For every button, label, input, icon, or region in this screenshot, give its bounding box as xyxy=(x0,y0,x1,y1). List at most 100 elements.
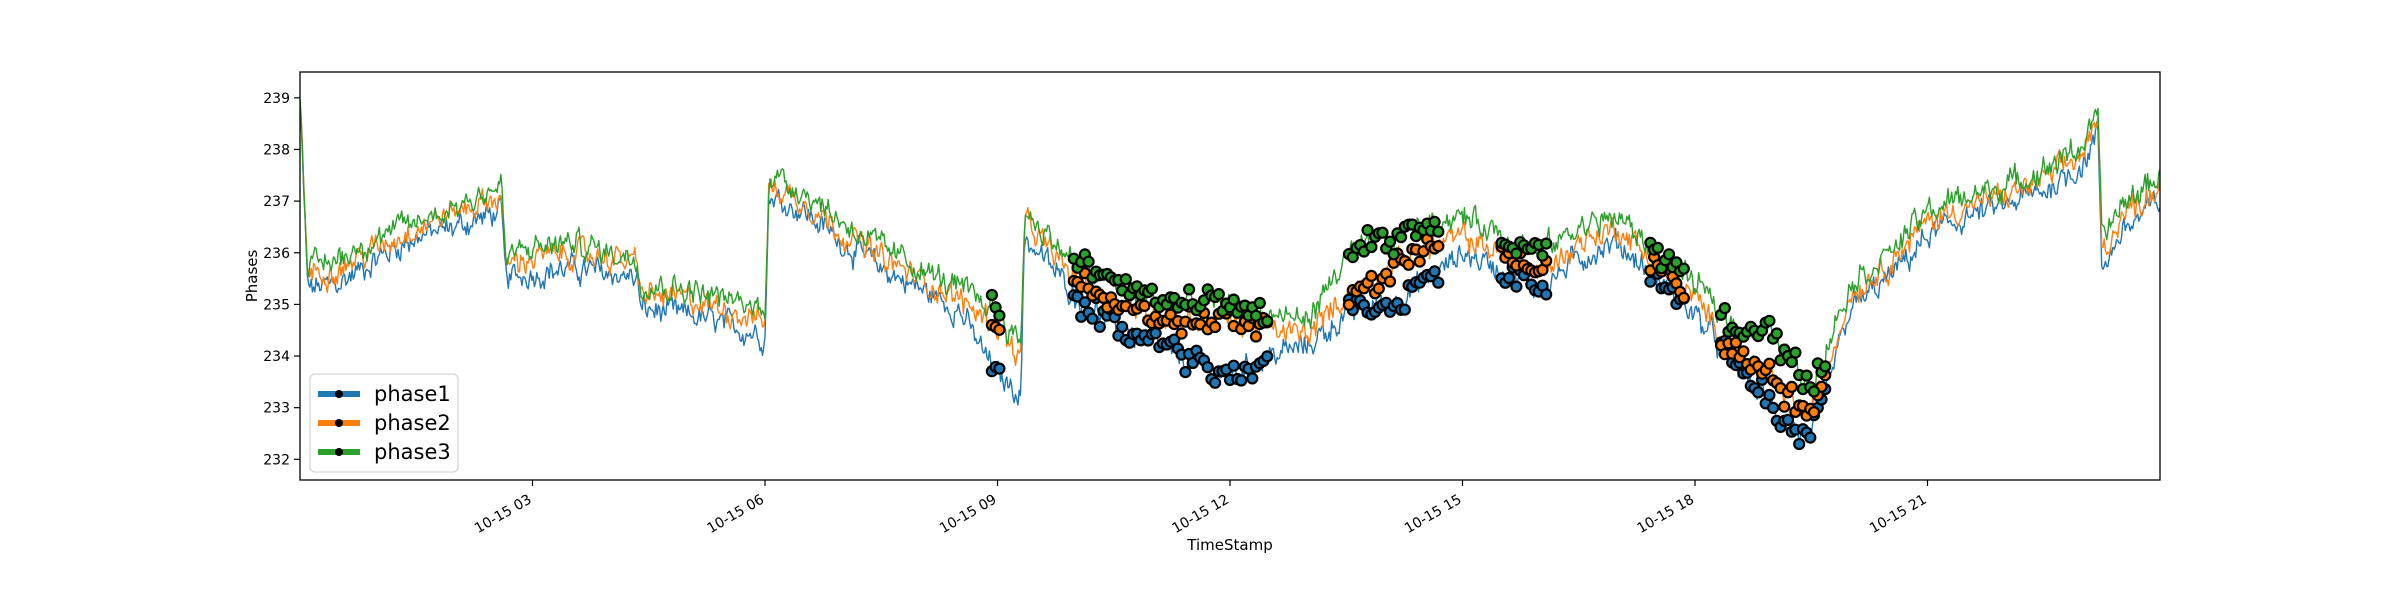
marker-point xyxy=(1249,309,1263,322)
marker-point xyxy=(985,288,999,302)
marker-point xyxy=(1361,224,1374,237)
marker-point xyxy=(1365,240,1378,254)
y-tick-label: 232 xyxy=(263,452,290,468)
marker-point xyxy=(1175,327,1188,340)
marker-point xyxy=(1737,345,1750,358)
marker-point xyxy=(1082,255,1095,268)
legend: phase1 phase2 phase3 xyxy=(309,373,459,473)
marker-point xyxy=(1383,235,1397,248)
marker-point xyxy=(1428,265,1441,278)
marker-point xyxy=(1770,327,1783,340)
legend-marker-phase3 xyxy=(335,448,343,456)
marker-point xyxy=(1246,372,1259,385)
marker-point xyxy=(1766,401,1780,414)
marker-point xyxy=(1432,240,1445,253)
marker-point xyxy=(1078,296,1092,309)
marker-point xyxy=(1502,271,1516,285)
marker-point xyxy=(1387,248,1400,261)
series-markers-phase3 xyxy=(985,215,1832,398)
legend-label-phase3: phase3 xyxy=(374,440,451,464)
marker-point xyxy=(1212,288,1225,301)
y-tick-label: 239 xyxy=(263,91,290,107)
y-tick-label: 233 xyxy=(263,401,290,417)
marker-point xyxy=(993,362,1006,375)
marker-point xyxy=(1093,320,1106,333)
marker-point xyxy=(1718,302,1731,315)
marker-point xyxy=(1785,380,1798,393)
marker-layer xyxy=(985,215,1832,451)
marker-point xyxy=(1413,255,1426,268)
legend-box xyxy=(309,373,459,473)
legend-label-phase1: phase1 xyxy=(374,382,451,406)
series-markers-phase1 xyxy=(985,261,1832,451)
marker-point xyxy=(1138,299,1151,312)
marker-point xyxy=(1115,320,1129,333)
y-tick-label: 235 xyxy=(263,297,290,313)
marker-point xyxy=(993,323,1006,336)
marker-point xyxy=(1208,320,1222,334)
marker-point xyxy=(1235,374,1248,387)
marker-point xyxy=(1804,431,1817,444)
marker-point xyxy=(1510,247,1523,260)
marker-point xyxy=(1763,314,1776,327)
marker-point xyxy=(1249,330,1263,343)
marker-point xyxy=(1662,248,1676,261)
legend-marker-phase2 xyxy=(335,419,343,427)
marker-point xyxy=(1398,303,1411,316)
y-axis: 232 233 234 235 236 237 238 239 xyxy=(263,91,300,468)
marker-point xyxy=(1432,276,1445,289)
legend-label-phase2: phase2 xyxy=(374,411,451,435)
y-axis-label: Phases xyxy=(243,250,261,303)
marker-point xyxy=(1540,237,1553,250)
marker-point xyxy=(1261,350,1274,363)
marker-point xyxy=(1510,280,1523,293)
marker-point xyxy=(1145,282,1159,295)
marker-point xyxy=(1793,437,1806,451)
marker-point xyxy=(1365,269,1378,282)
marker-point xyxy=(1540,288,1553,301)
marker-point xyxy=(1208,376,1222,389)
marker-point xyxy=(1807,385,1821,398)
marker-point xyxy=(1819,360,1832,373)
marker-point xyxy=(1227,293,1240,306)
marker-point xyxy=(1394,231,1408,244)
marker-point xyxy=(1149,327,1162,340)
marker-point xyxy=(1651,241,1664,254)
legend-entry-phase1: phase1 xyxy=(318,382,451,406)
legend-entry-phase3: phase3 xyxy=(318,440,451,464)
marker-point xyxy=(1778,400,1791,413)
legend-marker-phase1 xyxy=(335,390,343,398)
marker-point xyxy=(1376,226,1389,239)
marker-point xyxy=(1253,296,1266,310)
x-axis-label: TimeStamp xyxy=(1186,536,1272,554)
marker-point xyxy=(1807,406,1821,419)
marker-point xyxy=(1781,413,1795,426)
marker-point xyxy=(1763,357,1776,370)
marker-point xyxy=(1227,359,1240,372)
y-tick-label: 236 xyxy=(263,246,290,262)
marker-point xyxy=(1677,262,1690,275)
y-tick-label: 238 xyxy=(263,142,290,158)
marker-point xyxy=(1119,273,1132,286)
marker-point xyxy=(1536,249,1549,262)
marker-point xyxy=(1086,312,1099,325)
marker-point xyxy=(1752,386,1765,399)
marker-point xyxy=(1342,298,1356,311)
marker-point xyxy=(1179,366,1192,379)
marker-point xyxy=(1677,291,1690,304)
marker-point xyxy=(1261,315,1274,328)
y-tick-label: 234 xyxy=(263,349,290,365)
marker-point xyxy=(1428,215,1441,228)
marker-point xyxy=(1383,275,1397,288)
marker-point xyxy=(1800,369,1813,382)
marker-point xyxy=(1402,258,1415,271)
marker-point xyxy=(1182,283,1196,296)
marker-point xyxy=(1789,346,1802,359)
marker-point xyxy=(1763,388,1776,402)
marker-point xyxy=(1372,282,1385,295)
marker-point xyxy=(1432,225,1445,238)
y-tick-label: 237 xyxy=(263,194,290,210)
legend-entry-phase2: phase2 xyxy=(318,411,451,435)
marker-point xyxy=(993,309,1006,322)
